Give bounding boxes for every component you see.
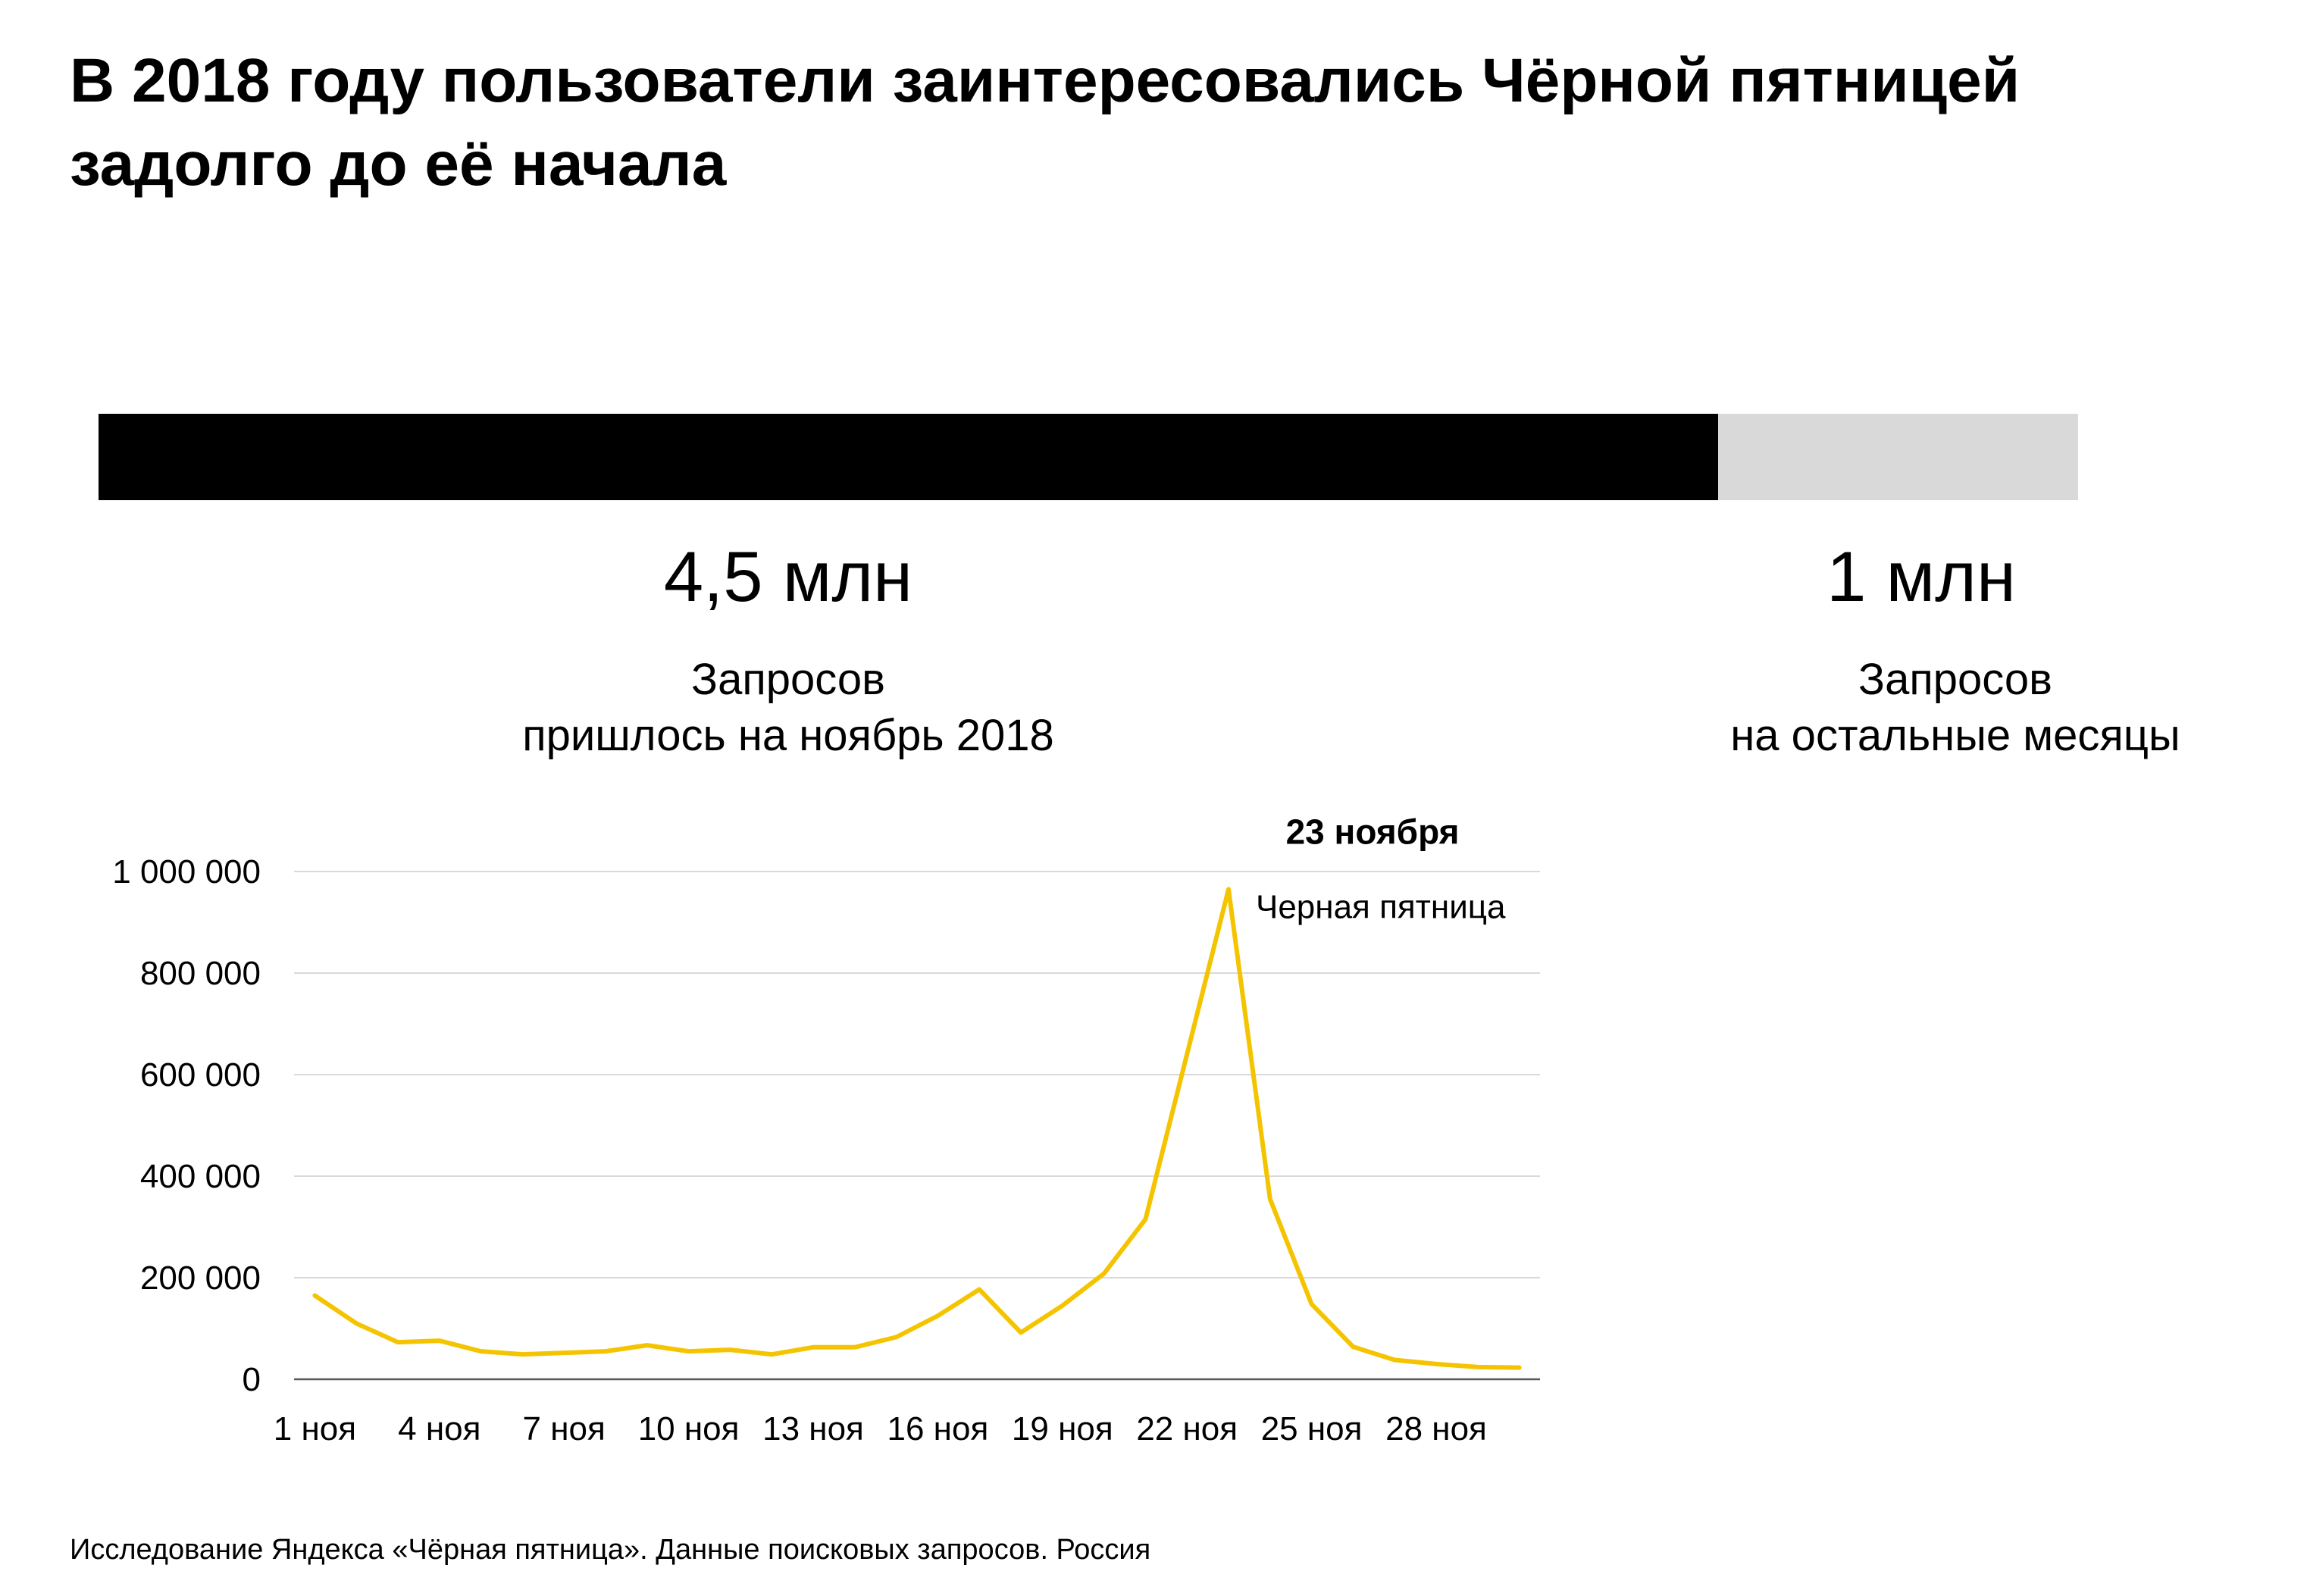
stat-november-desc-line-2: пришлось на ноябрь 2018 [522,711,1054,760]
x-tick-label-3: 10 ноя [638,1410,740,1447]
share-bar [99,414,2078,500]
y-tick-label-4: 800 000 [140,955,261,992]
x-tick-label-5: 16 ноя [887,1410,989,1447]
stat-rest-value: 1 млн [1826,537,2016,616]
y-tick-label-5: 1 000 000 [112,853,261,890]
stat-rest: 1 млн Запросов на остальные месяцы [1637,535,2274,764]
x-tick-label-9: 28 ноя [1385,1410,1487,1447]
line-chart: 0 200 000 400 000 600 000 800 000 1 000 000 1 … [112,812,1540,1447]
stat-rest-desc-line-1: Запросов [1858,655,2052,704]
x-tick-label-1: 4 ноя [398,1410,480,1447]
y-tick-label-1: 200 000 [140,1260,261,1297]
share-bar-rest [1718,414,2078,500]
stat-november-desc: Запросов пришлось на ноябрь 2018 [409,652,1167,764]
x-tick-label-8: 25 ноя [1261,1410,1363,1447]
page-title-line-1: В 2018 году пользователи заинтересовалис… [70,46,2020,115]
stat-november-value: 4,5 млн [663,537,913,616]
stat-rest-desc: Запросов на остальные месяцы [1637,652,2274,764]
x-tick-label-4: 13 ноя [762,1410,864,1447]
stat-november-desc-line-1: Запросов [691,655,885,704]
x-tick-label-7: 22 ноя [1136,1410,1238,1447]
x-tick-label-0: 1 ноя [274,1410,356,1447]
series-line-0 [312,887,1522,1370]
footnote: Исследование Яндекса «Чёрная пятница». Д… [70,1534,1151,1566]
page-title: В 2018 году пользователи заинтересовалис… [70,39,2268,206]
annotation-date-label: 23 ноября [1286,812,1460,851]
stat-november: 4,5 млн Запросов пришлось на ноябрь 2018 [409,535,1167,764]
y-tick-label-0: 0 [243,1361,261,1398]
y-tick-label-2: 400 000 [140,1158,261,1195]
stat-rest-desc-line-2: на остальные месяцы [1730,711,2180,760]
page-title-line-2: задолго до её начала [70,130,727,199]
y-tick-label-3: 600 000 [140,1056,261,1094]
annotation-event-label: Черная пятница [1256,888,1506,925]
x-tick-label-2: 7 ноя [523,1410,606,1447]
share-bar-november [99,414,1719,500]
x-tick-label-6: 19 ноя [1012,1410,1113,1447]
